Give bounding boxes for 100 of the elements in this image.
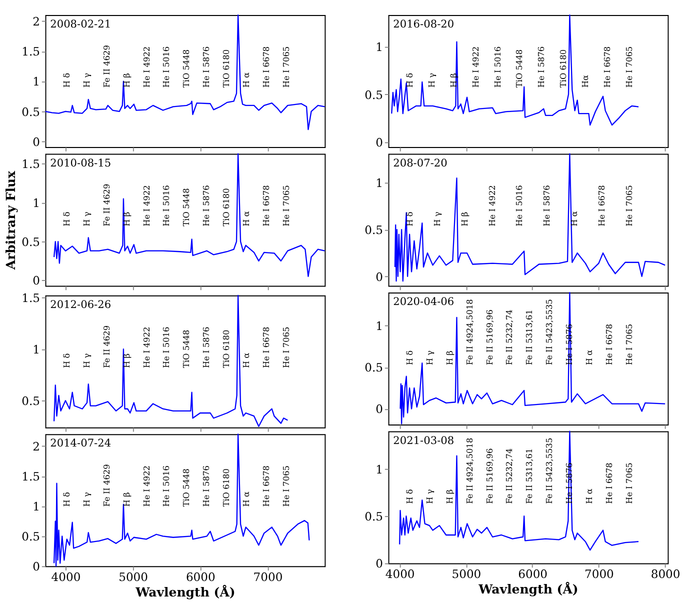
annotation: He I 6678	[261, 326, 272, 368]
y-tick-label: 0	[376, 136, 384, 150]
annotation: H β	[121, 72, 132, 88]
chart-title: 2016-08-20	[393, 18, 454, 31]
annotation: H δ	[404, 489, 414, 504]
annotation: H α	[241, 352, 252, 368]
chart-title: 2014-07-24	[50, 438, 112, 450]
annotation: H δ	[404, 72, 414, 88]
y-tick-label: 0.5	[22, 104, 40, 119]
y-tick-label: 1.5	[22, 470, 40, 484]
annotation: He I 6678	[604, 324, 614, 366]
y-tick-label: 1	[32, 342, 40, 356]
annotation: Fe II 5232,74	[504, 310, 514, 366]
x-tick-label: 4000	[51, 570, 81, 584]
annotation: Fe II 4629	[101, 184, 112, 226]
annotation: H γ	[81, 212, 92, 226]
y-tick-label: 1.5	[22, 157, 40, 172]
annotation: Fe II 5423,5535	[544, 299, 554, 366]
annotation: H γ	[424, 350, 434, 366]
annotation: TiO 5448	[181, 330, 192, 368]
annotation: He I 5876	[564, 324, 574, 366]
annotation: Fe II 4629	[101, 464, 112, 507]
annotation: He I 7065	[281, 185, 292, 226]
annotation: He I 5016	[514, 185, 524, 226]
annotation: Fe II 4924,5018	[464, 438, 474, 504]
y-tick-label: 1	[376, 462, 384, 476]
annotation: Fe II 5313,61	[524, 310, 534, 366]
annotation: TiO 6180	[558, 49, 568, 88]
annotation: Fe II 4924,5018	[464, 299, 474, 366]
chart-title: 2021-03-08	[393, 434, 454, 447]
annotation: He I 4922	[141, 185, 152, 226]
annotation: TiO 6180	[221, 330, 232, 368]
chart-title: 2008-02-21	[50, 18, 112, 31]
annotation: H δ	[404, 212, 414, 226]
y-tick-label: 1	[32, 500, 40, 514]
x-tick-label: 6000	[518, 567, 548, 582]
annotation: H γ	[81, 353, 92, 368]
annotation: H δ	[61, 212, 72, 226]
y-tick-label: 0	[376, 270, 384, 284]
y-tick-label: 0	[32, 274, 40, 288]
y-tick-label: 2	[32, 14, 40, 28]
line-series	[394, 153, 666, 282]
y-tick-label: 0.5	[364, 360, 384, 375]
annotation: H α	[584, 349, 594, 366]
line-series	[44, 14, 326, 130]
y-tick-label: 1	[376, 40, 384, 54]
x-tick-label: 5000	[452, 567, 482, 582]
annotation: He I 6678	[596, 185, 607, 226]
y-tick-label: 0.5	[22, 394, 40, 408]
annotation: Hα	[580, 74, 590, 88]
annotation: H α	[241, 210, 252, 226]
annotation: H α	[569, 210, 580, 226]
y-tick-label: 0.5	[364, 509, 384, 524]
annotation: He I 7065	[624, 185, 634, 226]
y-tick-label: 0.5	[364, 222, 384, 237]
line-series	[391, 14, 640, 126]
annotation: H γ	[426, 72, 436, 88]
annotation: TiO 5448	[181, 188, 192, 226]
annotation: H β	[459, 212, 470, 226]
annotation: He I 7065	[624, 462, 634, 504]
y-tick-label: 1.5	[22, 44, 40, 59]
annotation: He I 5876	[201, 326, 212, 368]
x-tick-label: 4000	[385, 567, 415, 582]
y-tick-label: 1	[376, 176, 384, 190]
y-tick-label: 0.5	[22, 530, 40, 544]
annotation: TiO 6180	[221, 468, 232, 507]
annotation: TiO 5448	[181, 49, 192, 88]
annotation: H δ	[61, 72, 72, 88]
chart-title: 2012-06-26	[50, 298, 112, 311]
x-axis-title: Wavlength (Å)	[134, 584, 236, 600]
annotation: H α	[584, 488, 594, 504]
annotation: Fe II 5232,74	[504, 448, 514, 504]
annotation: TiO 5448	[514, 49, 524, 88]
annotation: He I 6678	[261, 466, 272, 507]
chart-title: 2010-08-15	[50, 157, 112, 170]
annotation: He I 5876	[201, 466, 212, 507]
annotation: H β	[121, 353, 132, 368]
y-tick-label: 0	[376, 402, 384, 416]
y-axis-title: Arbitrary Flux	[2, 170, 18, 271]
annotation: H β	[448, 72, 458, 88]
annotation: He I 5016	[161, 46, 172, 88]
y-tick-label: 1.5	[22, 290, 40, 305]
annotation: He I 6678	[261, 185, 272, 226]
annotation: Fe II 5169,96	[484, 448, 494, 504]
annotation: He I 4922	[141, 466, 152, 507]
annotation: Fe II 5313,61	[524, 448, 534, 504]
x-tick-label: 7000	[584, 567, 614, 582]
annotation: He I 5876	[201, 46, 212, 88]
annotation: He I 5876	[201, 185, 212, 226]
annotation: He I 6678	[602, 46, 612, 88]
y-tick-label: 0.5	[364, 88, 384, 102]
annotation: H δ	[61, 353, 72, 368]
y-tick-label: 1	[32, 74, 40, 89]
y-tick-label: 1	[32, 196, 40, 210]
annotation: He I 4922	[141, 326, 152, 368]
annotation: Fe II 4629	[101, 325, 112, 368]
x-tick-label: 5000	[118, 570, 148, 584]
annotation: He I 7065	[281, 46, 292, 88]
annotation: He I 5876	[564, 462, 574, 504]
annotation: He I 7065	[281, 466, 292, 507]
